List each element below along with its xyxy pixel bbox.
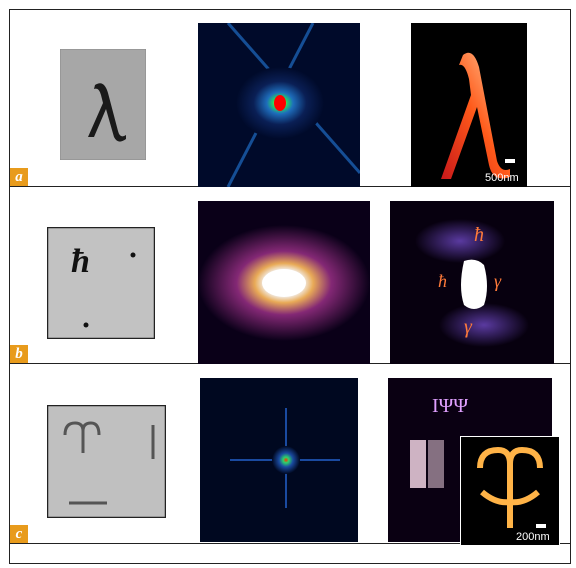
lambda-object-image	[60, 49, 146, 160]
diffraction-pattern-a	[198, 23, 360, 187]
panel-label-a: a	[10, 168, 28, 186]
scale-bar	[505, 159, 515, 163]
svg-text:ħ: ħ	[438, 271, 447, 291]
figure-frame	[9, 9, 571, 564]
svg-text:ΙΨΨ: ΙΨΨ	[432, 395, 468, 417]
lambda-reconstruction: 500nm	[411, 23, 527, 187]
hbar-reconstruction: ħ ħ γ γ	[390, 201, 554, 365]
scale-bar	[536, 524, 546, 528]
svg-text:γ: γ	[464, 316, 473, 338]
diffraction-pattern-b	[198, 201, 370, 365]
phi-reconstruction-inset: 200nm	[460, 436, 560, 546]
hbar-object-image: ħ	[47, 227, 155, 339]
panel-c: ΙΨΨ 200nm c	[10, 364, 570, 546]
scale-bar-label-a: 500nm	[485, 172, 519, 184]
panel-a: 500nm a	[10, 10, 570, 187]
panel-label-c: c	[10, 525, 28, 543]
panel-b: ħ ħ ħ γ	[10, 187, 570, 365]
scale-bar-label-c: 200nm	[516, 531, 550, 543]
panel-label-b: b	[10, 345, 28, 363]
diffraction-pattern-c	[200, 378, 358, 542]
svg-text:ħ: ħ	[71, 243, 90, 280]
phi-object-image	[47, 405, 166, 518]
svg-text:ħ: ħ	[474, 224, 484, 246]
svg-text:γ: γ	[494, 271, 502, 291]
